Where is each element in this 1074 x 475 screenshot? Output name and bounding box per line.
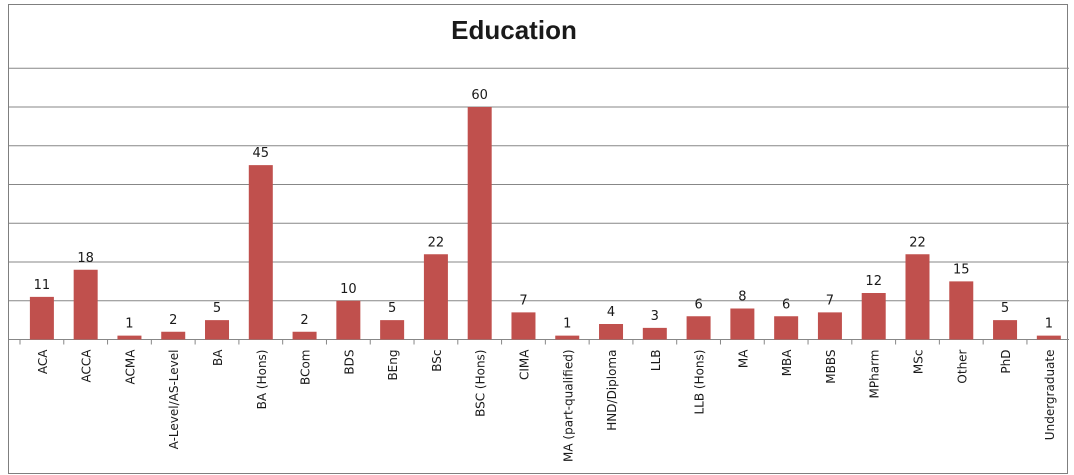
data-label: 3 bbox=[651, 309, 659, 324]
x-tick-label: BCom bbox=[299, 350, 313, 385]
bar-acca bbox=[73, 269, 98, 340]
bar-other bbox=[949, 281, 974, 340]
x-tick-label: PhD bbox=[999, 350, 1013, 374]
x-tick-label: MA bbox=[736, 349, 750, 368]
x-tick-label: CIMA bbox=[517, 349, 531, 380]
data-label: 1 bbox=[1045, 317, 1053, 332]
x-tick-label: LLB bbox=[649, 350, 663, 372]
data-label: 12 bbox=[865, 274, 882, 289]
bar-bcom bbox=[292, 331, 317, 340]
chart-title: Education bbox=[451, 15, 577, 45]
x-tick-label: MPharm bbox=[868, 350, 882, 399]
data-label: 7 bbox=[519, 293, 527, 308]
data-label: 10 bbox=[340, 282, 357, 297]
bar-bds bbox=[336, 300, 361, 340]
x-tick-label: ACA bbox=[36, 349, 50, 374]
x-tick-label: Undergraduate bbox=[1043, 350, 1057, 441]
data-label: 22 bbox=[428, 235, 445, 250]
data-label: 7 bbox=[826, 293, 834, 308]
x-tick-label: LLB (Hons) bbox=[693, 350, 707, 415]
x-tick-label: MBA bbox=[780, 349, 794, 377]
data-label: 5 bbox=[213, 301, 221, 316]
x-tick-label: MSc bbox=[911, 350, 925, 375]
data-label: 22 bbox=[909, 235, 926, 250]
chart-frame: Education 11 ACA 18 ACCA 1 ACMA 2 A-Level/AS-Le… bbox=[8, 4, 1069, 474]
data-label: 1 bbox=[125, 317, 133, 332]
bar-cima bbox=[511, 312, 536, 340]
data-label: 5 bbox=[388, 301, 396, 316]
bar-hnd-diploma bbox=[599, 324, 624, 340]
bar-undergraduate bbox=[1036, 335, 1061, 340]
bar-llb bbox=[642, 327, 667, 340]
bar-mba bbox=[774, 316, 799, 340]
bar-ma-part-qualified- bbox=[555, 335, 580, 340]
bar-a-level-as-level bbox=[161, 331, 186, 340]
x-tick-label: A-Level/AS-Level bbox=[167, 350, 181, 450]
data-label: 1 bbox=[563, 317, 571, 332]
x-tick-label: BDS bbox=[342, 350, 356, 375]
bar-phd bbox=[993, 320, 1018, 340]
x-tick-label: MBBS bbox=[824, 350, 838, 384]
bar-msc bbox=[905, 254, 930, 340]
chart-plot-area: 11ACA18ACCA1ACMA2A-Level/AS-Level5BA45BA… bbox=[9, 67, 1069, 462]
x-tick-label: HND/Diploma bbox=[605, 350, 619, 431]
bar-ba bbox=[205, 320, 230, 340]
data-label: 5 bbox=[1001, 301, 1009, 316]
x-tick-label: BA (Hons) bbox=[255, 350, 269, 410]
data-label: 6 bbox=[694, 297, 702, 312]
x-tick-label: ACMA bbox=[123, 349, 137, 385]
data-label: 11 bbox=[34, 278, 51, 293]
data-label: 15 bbox=[953, 262, 970, 277]
x-tick-label: BEng bbox=[386, 350, 400, 381]
data-label: 45 bbox=[253, 146, 270, 161]
data-label: 6 bbox=[782, 297, 790, 312]
data-label: 2 bbox=[300, 313, 308, 328]
bar-mpharm bbox=[861, 293, 886, 340]
x-tick-label: ACCA bbox=[80, 349, 94, 383]
x-tick-label: Other bbox=[955, 349, 969, 383]
data-label: 18 bbox=[77, 251, 94, 266]
data-label: 60 bbox=[471, 88, 488, 103]
bar-bsc bbox=[423, 254, 448, 340]
bar-ma bbox=[730, 308, 755, 340]
data-label: 4 bbox=[607, 305, 615, 320]
data-label: 2 bbox=[169, 313, 177, 328]
x-tick-label: MA (part-qualified) bbox=[561, 350, 575, 462]
bar-mbbs bbox=[817, 312, 842, 340]
bar-llb-hons- bbox=[686, 316, 711, 340]
bar-ba-hons- bbox=[248, 165, 273, 340]
bar-acma bbox=[117, 335, 142, 340]
data-label: 8 bbox=[738, 290, 746, 305]
x-tick-label: BSC (Hons) bbox=[474, 350, 488, 417]
bar-beng bbox=[380, 320, 405, 340]
bar-aca bbox=[29, 296, 54, 340]
x-tick-label: BA bbox=[211, 349, 225, 366]
x-tick-label: BSc bbox=[430, 350, 444, 372]
bar-bsc-hons- bbox=[467, 107, 492, 340]
